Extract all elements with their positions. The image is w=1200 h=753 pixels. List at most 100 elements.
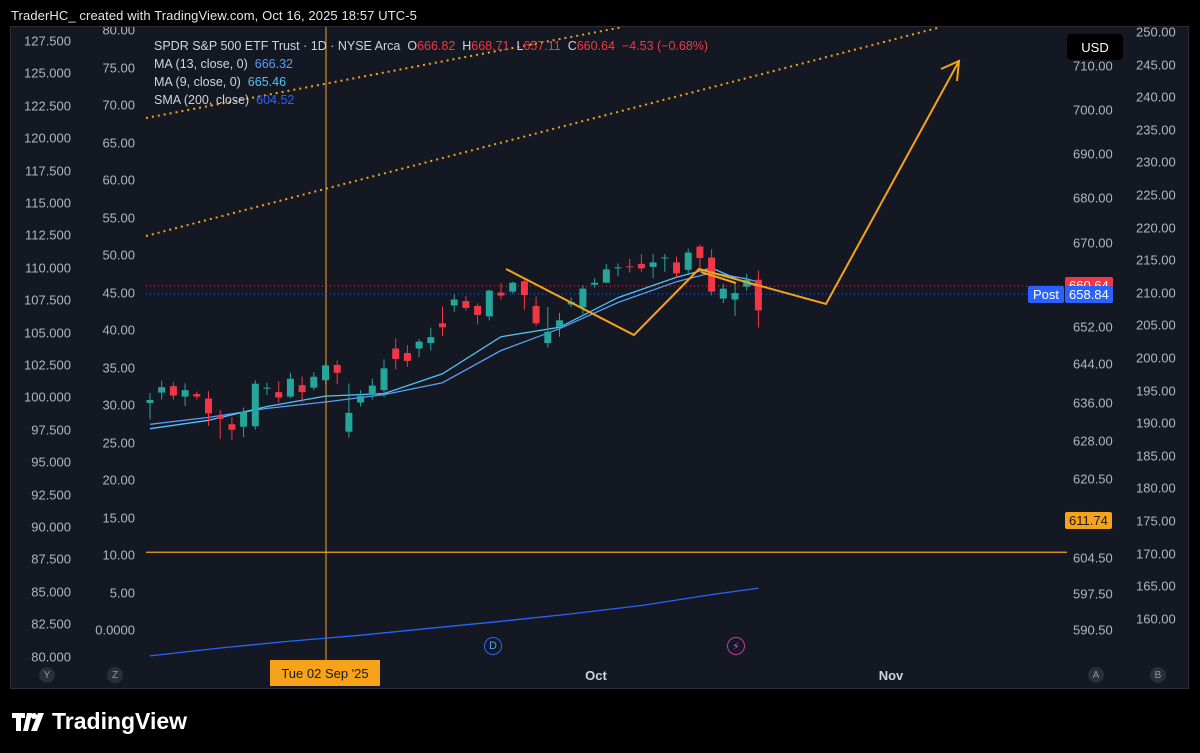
corner-b-button[interactable]: B xyxy=(1150,667,1166,683)
candle-body xyxy=(392,348,400,359)
brand-name: TradingView xyxy=(52,708,188,734)
left-inner-tick-label: 70.00 xyxy=(102,97,135,113)
currency-button[interactable]: USD xyxy=(1067,34,1123,60)
left-outer-tick-label: 110.000 xyxy=(24,260,71,276)
candle-body xyxy=(485,290,493,317)
right-outer-tick-label: 215.00 xyxy=(1136,252,1176,268)
left-inner-tick-label: 55.00 xyxy=(102,210,135,225)
candle-body xyxy=(462,301,470,308)
candle-body xyxy=(661,257,669,259)
corner-y-button[interactable]: Y xyxy=(39,667,55,683)
candle-body xyxy=(357,396,365,403)
legend-sma-value: 604.52 xyxy=(256,93,295,107)
left-inner-tick-label: 25.00 xyxy=(102,435,135,450)
candle-body xyxy=(731,293,739,300)
left-outer-tick-label: 97.500 xyxy=(31,422,71,438)
legend-sma-row[interactable]: SMA (200, close) 604.52 xyxy=(154,91,708,109)
left-outer-tick-label: 87.500 xyxy=(31,551,71,567)
right-inner-tick-label: 680.00 xyxy=(1073,190,1113,206)
candle-body xyxy=(251,383,259,427)
tradingview-logo: TradingView xyxy=(12,708,187,735)
candle-body xyxy=(450,299,458,306)
candle-body xyxy=(754,279,762,311)
right-outer-tick-label: 240.00 xyxy=(1136,89,1176,105)
right-outer-tick-label: 160.00 xyxy=(1136,611,1176,627)
candle-body xyxy=(345,412,353,432)
candle-body xyxy=(591,282,599,285)
corner-z-button[interactable]: Z xyxy=(107,667,123,683)
series-line-ma9 xyxy=(149,267,759,430)
left-outer-tick-label: 105.000 xyxy=(24,325,71,341)
right-outer-tick-label: 200.00 xyxy=(1136,350,1176,366)
candle-body xyxy=(602,269,610,283)
legend-ohlc-row[interactable]: SPDR S&P 500 ETF Trust · 1D · NYSE Arca … xyxy=(154,39,709,53)
crosshair-date-label: Tue 02 Sep '25 xyxy=(270,660,380,686)
right-inner-tick-label: 597.50 xyxy=(1073,586,1113,602)
candle-body xyxy=(427,337,435,344)
candle-body xyxy=(146,400,154,403)
left-outer-tick-label: 82.500 xyxy=(31,616,71,632)
candle-body xyxy=(532,305,540,324)
legend-ma13-row[interactable]: MA (13, close, 0) 666.32 xyxy=(154,55,708,73)
chart-panel[interactable]: SPDR S&P 500 ETF Trust · 1D · NYSE Arca … xyxy=(10,26,1189,689)
left-outer-tick-label: 112.500 xyxy=(24,227,71,243)
legend-change: −4.53 (−0.68%) xyxy=(621,39,709,53)
left-inner-tick-label: 60.00 xyxy=(102,172,135,188)
candle-body xyxy=(169,386,177,396)
candle-body xyxy=(579,288,587,308)
left-inner-tick-label: 5.00 xyxy=(109,585,135,600)
post-price-tag: 658.84 xyxy=(1065,286,1113,303)
left-outer-tick-label: 85.000 xyxy=(31,584,71,600)
hline-price-tag[interactable]: 611.74 xyxy=(1065,512,1112,529)
left-inner-tick-label: 50.00 xyxy=(102,247,135,263)
left-inner-tick-label: 30.00 xyxy=(102,397,135,413)
left-inner-tick-label: 65.00 xyxy=(102,135,135,150)
right-outer-tick-label: 205.00 xyxy=(1136,317,1176,333)
legend-high: 668.71 xyxy=(471,39,510,53)
right-inner-tick-label: 700.00 xyxy=(1073,102,1113,118)
legend-symbol[interactable]: SPDR S&P 500 ETF Trust · 1D · NYSE Arca xyxy=(154,39,401,53)
right-inner-tick-label: 652.00 xyxy=(1073,319,1113,335)
candle-body xyxy=(614,267,622,269)
candle-body xyxy=(626,266,634,268)
legend-ma9-value: 665.46 xyxy=(247,75,287,89)
x-tick-nov: Nov xyxy=(878,668,904,683)
legend-ma9-row[interactable]: MA (9, close, 0) 665.46 xyxy=(154,73,708,91)
left-outer-tick-label: 115.000 xyxy=(24,195,71,211)
candle-body xyxy=(298,385,306,393)
left-outer-tick-label: 125.000 xyxy=(24,65,71,81)
candle-body xyxy=(684,252,692,270)
left-outer-tick-label: 117.500 xyxy=(24,163,71,179)
candle-body xyxy=(228,424,236,430)
candle-body xyxy=(497,292,505,296)
right-outer-tick-label: 230.00 xyxy=(1136,154,1176,170)
left-inner-tick-label: 0.0000 xyxy=(95,622,135,638)
right-inner-tick-label: 670.00 xyxy=(1073,235,1113,251)
right-outer-tick-label: 175.00 xyxy=(1136,513,1176,529)
price-chart[interactable] xyxy=(11,27,1189,689)
candle-body xyxy=(719,288,727,299)
candle-body xyxy=(368,385,376,395)
candle-body xyxy=(216,415,224,419)
candle-body xyxy=(637,263,645,269)
projection-segment xyxy=(700,271,737,284)
candle-body xyxy=(333,364,341,373)
corner-a-button[interactable]: A xyxy=(1088,667,1104,683)
dividend-event-icon[interactable]: D xyxy=(484,637,502,655)
right-outer-tick-label: 220.00 xyxy=(1136,220,1176,236)
left-inner-tick-label: 10.00 xyxy=(102,547,135,563)
right-inner-tick-label: 604.50 xyxy=(1073,550,1113,566)
projection-arrowhead-icon xyxy=(940,59,961,82)
right-outer-tick-label: 235.00 xyxy=(1136,122,1176,138)
candle-body xyxy=(193,394,201,397)
earnings-event-icon[interactable]: ⚡ xyxy=(727,637,745,655)
candle-body xyxy=(240,411,248,427)
legend-sma-label: SMA (200, close) xyxy=(154,93,250,107)
candle-body xyxy=(673,262,680,274)
legend-ma13-label: MA (13, close, 0) xyxy=(154,57,248,71)
right-inner-tick-label: 590.50 xyxy=(1073,622,1113,638)
chart-attribution: TraderHC_ created with TradingView.com, … xyxy=(11,8,417,23)
candle-body xyxy=(403,353,411,361)
right-outer-tick-label: 210.00 xyxy=(1136,285,1176,301)
left-outer-tick-label: 90.000 xyxy=(31,519,71,535)
